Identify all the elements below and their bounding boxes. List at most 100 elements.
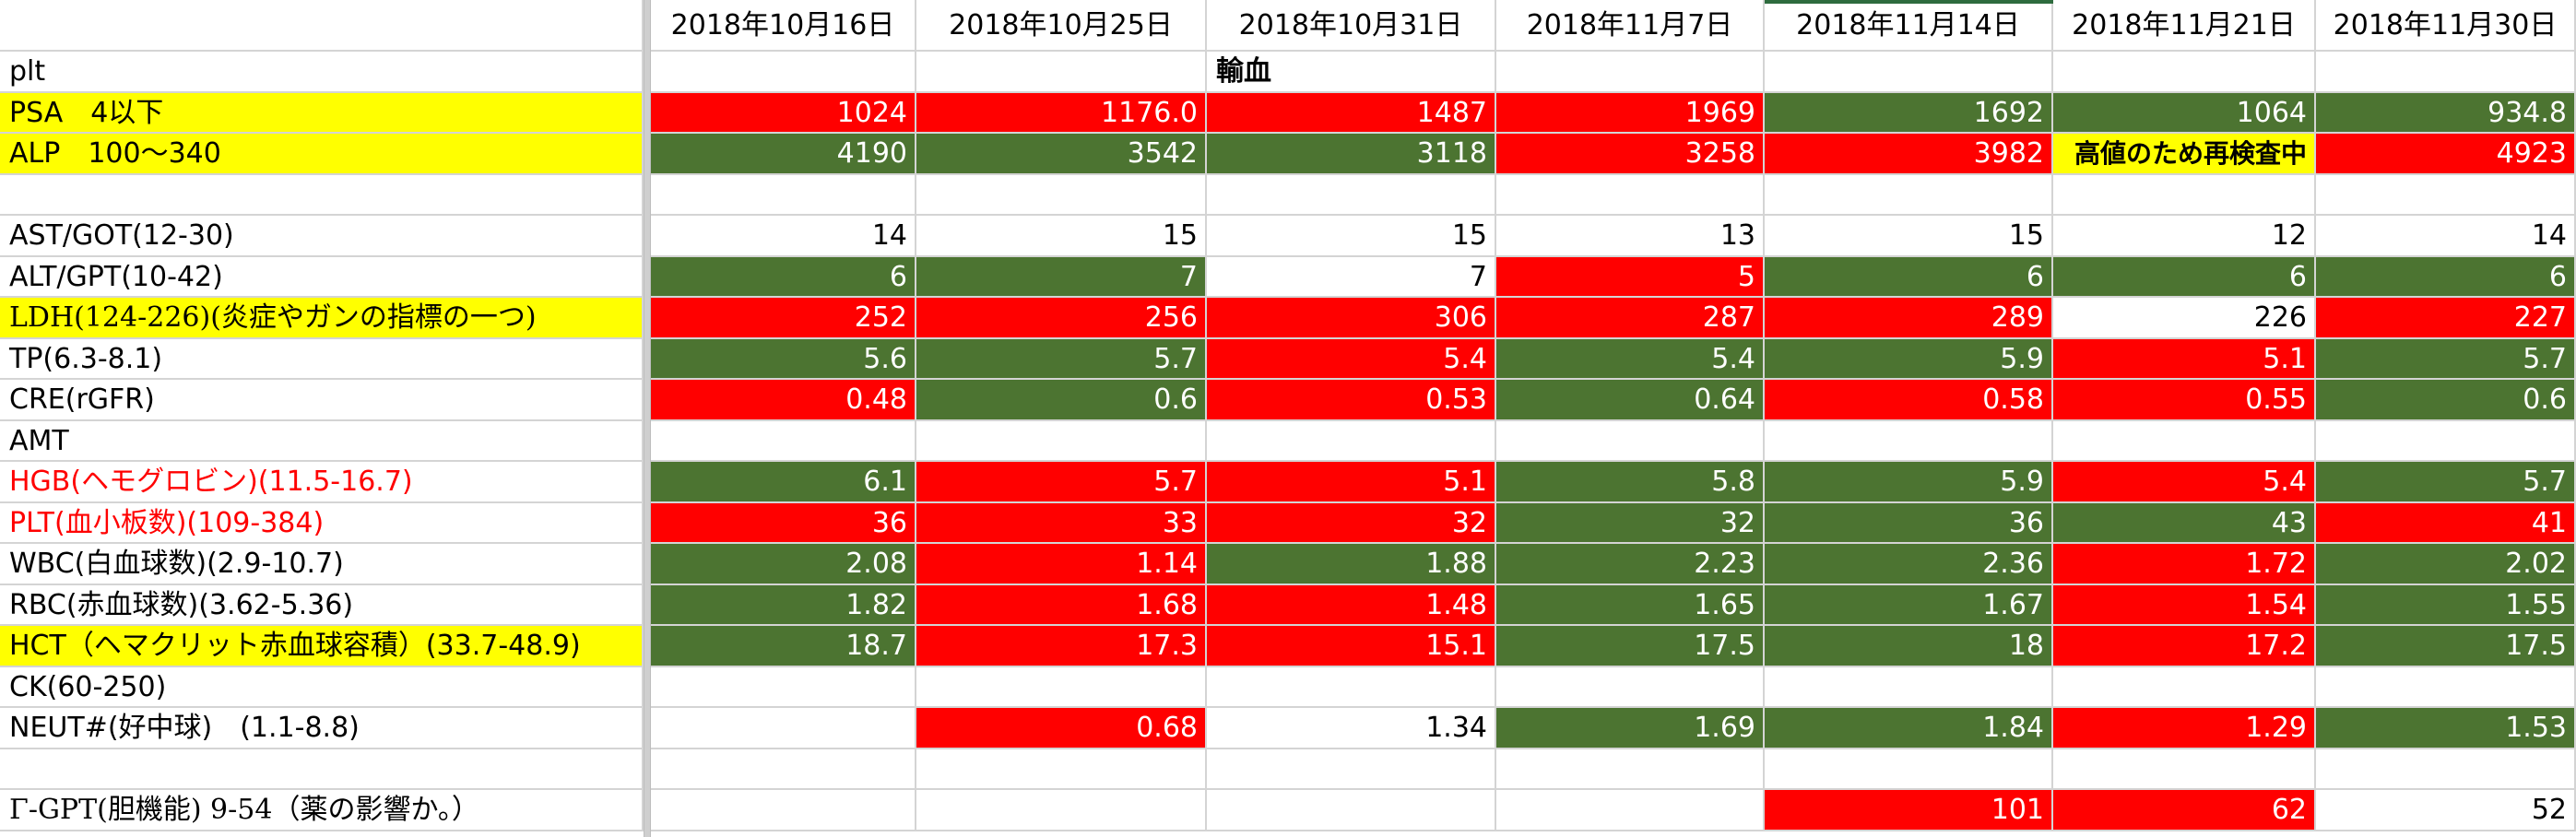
value-cell[interactable]: 32 bbox=[1207, 502, 1496, 544]
value-cell[interactable]: 5.9 bbox=[1765, 462, 2053, 503]
date-header-cell[interactable]: 2018年11月30日 bbox=[2316, 0, 2576, 52]
value-cell[interactable]: 1.53 bbox=[2316, 708, 2576, 749]
value-cell[interactable] bbox=[1207, 174, 1496, 216]
value-cell[interactable] bbox=[651, 174, 916, 216]
row-label-cell[interactable]: TP(6.3-8.1) bbox=[0, 338, 644, 380]
value-cell[interactable]: 5.7 bbox=[916, 338, 1207, 380]
value-cell[interactable]: 1.54 bbox=[2053, 584, 2316, 626]
value-cell[interactable]: 1.88 bbox=[1207, 544, 1496, 585]
value-cell[interactable]: 1.48 bbox=[1207, 584, 1496, 626]
value-cell[interactable]: 1.65 bbox=[1496, 584, 1765, 626]
value-cell[interactable] bbox=[1496, 749, 1765, 790]
value-cell[interactable] bbox=[1496, 666, 1765, 708]
value-cell[interactable] bbox=[916, 420, 1207, 462]
row-label-cell[interactable]: RBC(赤血球数)(3.62-5.36) bbox=[0, 584, 644, 626]
row-label-cell[interactable]: CK(60-250) bbox=[0, 666, 644, 708]
row-label-cell[interactable]: WBC(白血球数)(2.9-10.7) bbox=[0, 544, 644, 585]
value-cell[interactable] bbox=[1765, 420, 2053, 462]
value-cell[interactable]: 934.8 bbox=[2316, 92, 2576, 134]
value-cell[interactable]: 1487 bbox=[1207, 92, 1496, 134]
value-cell[interactable]: 2.02 bbox=[2316, 544, 2576, 585]
value-cell[interactable]: 62 bbox=[2053, 790, 2316, 831]
value-cell[interactable]: 227 bbox=[2316, 298, 2576, 339]
value-cell[interactable]: 18.7 bbox=[651, 626, 916, 667]
value-cell[interactable]: 13 bbox=[1496, 216, 1765, 257]
value-cell[interactable]: 6 bbox=[2053, 256, 2316, 298]
value-cell[interactable]: 6 bbox=[2316, 256, 2576, 298]
frozen-column-divider[interactable] bbox=[644, 0, 651, 837]
value-cell[interactable] bbox=[1765, 174, 2053, 216]
row-label-cell[interactable]: PSA 4以下 bbox=[0, 92, 644, 134]
value-cell[interactable]: 5.7 bbox=[2316, 462, 2576, 503]
value-cell[interactable]: 1969 bbox=[1496, 92, 1765, 134]
value-cell[interactable]: 5.1 bbox=[2053, 338, 2316, 380]
row-label-cell[interactable]: HGB(ヘモグロビン)(11.5-16.7) bbox=[0, 462, 644, 503]
value-cell[interactable]: 2.23 bbox=[1496, 544, 1765, 585]
value-cell[interactable]: 7 bbox=[916, 256, 1207, 298]
row-label-cell[interactable]: ALP 100〜340 bbox=[0, 134, 644, 175]
value-cell[interactable]: 2.08 bbox=[651, 544, 916, 585]
value-cell[interactable] bbox=[916, 790, 1207, 831]
date-header-cell[interactable]: 2018年11月14日 bbox=[1765, 0, 2053, 52]
value-cell[interactable] bbox=[2053, 749, 2316, 790]
value-cell[interactable] bbox=[2316, 666, 2576, 708]
value-cell[interactable]: 15.1 bbox=[1207, 626, 1496, 667]
date-header-cell[interactable]: 2018年10月31日 bbox=[1207, 0, 1496, 52]
row-label-cell[interactable]: LDH(124-226)(炎症やガンの指標の一つ) bbox=[0, 298, 644, 339]
value-cell[interactable]: 3118 bbox=[1207, 134, 1496, 175]
value-cell[interactable] bbox=[651, 666, 916, 708]
value-cell[interactable] bbox=[1496, 420, 1765, 462]
value-cell[interactable]: 33 bbox=[916, 502, 1207, 544]
value-cell[interactable]: 32 bbox=[1496, 502, 1765, 544]
value-cell[interactable]: 0.58 bbox=[1765, 380, 2053, 421]
value-cell[interactable]: 5.4 bbox=[2053, 462, 2316, 503]
value-cell[interactable] bbox=[651, 420, 916, 462]
value-cell[interactable]: 3982 bbox=[1765, 134, 2053, 175]
value-cell[interactable]: 15 bbox=[916, 216, 1207, 257]
value-cell[interactable]: 17.5 bbox=[1496, 626, 1765, 667]
value-cell[interactable] bbox=[2316, 52, 2576, 93]
value-cell[interactable]: 1.69 bbox=[1496, 708, 1765, 749]
value-cell[interactable] bbox=[1207, 666, 1496, 708]
value-cell[interactable]: 17.2 bbox=[2053, 626, 2316, 667]
value-cell[interactable] bbox=[1207, 749, 1496, 790]
row-label-cell[interactable]: AMT bbox=[0, 420, 644, 462]
value-cell[interactable] bbox=[2316, 749, 2576, 790]
value-cell[interactable]: 5.9 bbox=[1765, 338, 2053, 380]
value-cell[interactable]: 1.55 bbox=[2316, 584, 2576, 626]
value-cell[interactable] bbox=[651, 790, 916, 831]
value-cell[interactable]: 14 bbox=[651, 216, 916, 257]
value-cell[interactable]: 0.53 bbox=[1207, 380, 1496, 421]
value-cell[interactable]: 0.64 bbox=[1496, 380, 1765, 421]
value-cell[interactable]: 輸血 bbox=[1207, 52, 1496, 93]
value-cell[interactable]: 5.1 bbox=[1207, 462, 1496, 503]
value-cell[interactable] bbox=[1765, 749, 2053, 790]
value-cell[interactable]: 5.8 bbox=[1496, 462, 1765, 503]
value-cell[interactable]: 5 bbox=[1496, 256, 1765, 298]
value-cell[interactable] bbox=[1765, 52, 2053, 93]
value-cell[interactable]: 15 bbox=[1765, 216, 2053, 257]
row-label-cell[interactable]: NEUT#(好中球) (1.1-8.8) bbox=[0, 708, 644, 749]
value-cell[interactable] bbox=[916, 749, 1207, 790]
row-label-cell[interactable]: Γ-GPT(胆機能) 9-54（薬の影響か。） bbox=[0, 790, 644, 831]
value-cell[interactable]: 226 bbox=[2053, 298, 2316, 339]
value-cell[interactable]: 2.36 bbox=[1765, 544, 2053, 585]
value-cell[interactable] bbox=[651, 708, 916, 749]
value-cell[interactable]: 0.6 bbox=[2316, 380, 2576, 421]
value-cell[interactable]: 6 bbox=[651, 256, 916, 298]
value-cell[interactable] bbox=[2316, 174, 2576, 216]
value-cell[interactable]: 3542 bbox=[916, 134, 1207, 175]
row-label-cell[interactable]: CRE(rGFR) bbox=[0, 380, 644, 421]
header-corner-cell[interactable] bbox=[0, 0, 644, 52]
value-cell[interactable]: 0.6 bbox=[916, 380, 1207, 421]
date-header-cell[interactable]: 2018年11月21日 bbox=[2053, 0, 2316, 52]
value-cell[interactable]: 18 bbox=[1765, 626, 2053, 667]
value-cell[interactable]: 17.5 bbox=[2316, 626, 2576, 667]
value-cell[interactable]: 5.6 bbox=[651, 338, 916, 380]
value-cell[interactable]: 306 bbox=[1207, 298, 1496, 339]
value-cell[interactable] bbox=[2316, 420, 2576, 462]
value-cell[interactable]: 5.4 bbox=[1496, 338, 1765, 380]
value-cell[interactable]: 1.84 bbox=[1765, 708, 2053, 749]
value-cell[interactable]: 36 bbox=[1765, 502, 2053, 544]
value-cell[interactable]: 1024 bbox=[651, 92, 916, 134]
